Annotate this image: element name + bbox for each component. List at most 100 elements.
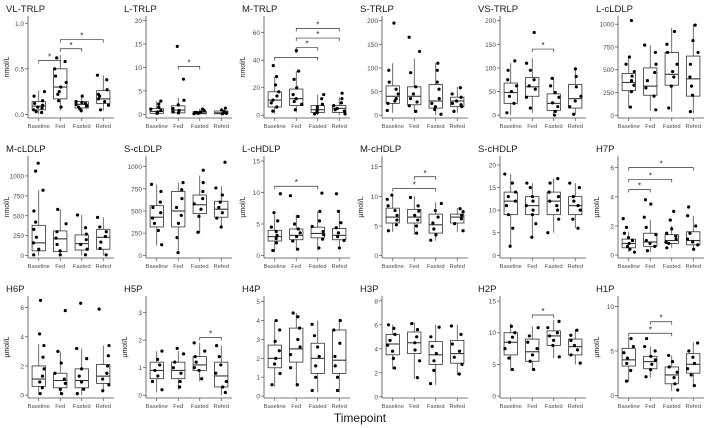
data-point	[149, 107, 153, 111]
box	[171, 191, 186, 228]
data-point	[274, 236, 278, 241]
data-point	[667, 106, 671, 110]
data-point	[672, 75, 676, 79]
y-tick-label: 50	[371, 89, 379, 96]
data-point	[339, 101, 344, 105]
panel-h7p: H7P 0 2 4 6 µmol/L Baseline Fed Fasted Refed * * *	[594, 144, 704, 270]
data-point	[511, 226, 515, 230]
data-point	[224, 111, 228, 115]
box	[289, 327, 304, 363]
data-point	[387, 80, 391, 84]
data-point	[53, 74, 58, 78]
data-point	[75, 346, 79, 351]
data-point	[415, 376, 419, 380]
data-point	[685, 237, 690, 241]
data-point	[407, 104, 411, 108]
data-point	[532, 367, 536, 372]
y-tick-label: 10	[489, 208, 497, 215]
data-point	[431, 221, 435, 225]
data-point	[428, 382, 433, 386]
data-point	[337, 246, 342, 250]
data-point	[36, 105, 40, 109]
data-point	[42, 89, 47, 94]
box	[149, 205, 164, 228]
data-point	[528, 185, 532, 190]
y-tick-label: 15	[489, 185, 497, 192]
y-tick-label: 500	[13, 213, 24, 220]
data-point	[551, 343, 555, 348]
data-point	[62, 377, 66, 381]
significance-bracket	[531, 314, 555, 319]
data-point	[296, 227, 300, 231]
box	[289, 228, 304, 241]
data-point	[388, 338, 392, 342]
y-tick-label: 10	[489, 330, 497, 337]
y-tick-label: 4	[610, 194, 614, 201]
data-point	[334, 192, 339, 196]
data-point	[192, 202, 196, 206]
data-point	[548, 199, 552, 203]
data-point	[527, 334, 531, 338]
box	[332, 228, 347, 241]
y-tick-label: 200	[485, 18, 496, 25]
y-tick-label: 100	[367, 65, 378, 72]
data-point	[391, 356, 396, 360]
y-tick-label: 1000	[10, 173, 25, 180]
data-point	[76, 105, 81, 109]
data-point	[313, 112, 317, 116]
data-point	[454, 99, 459, 103]
data-point	[338, 318, 342, 323]
data-point	[275, 94, 279, 98]
data-point	[458, 207, 462, 211]
panel-title: H2P	[478, 284, 496, 295]
data-point	[159, 108, 163, 113]
y-tick-label: 15	[489, 299, 497, 306]
data-point	[506, 213, 511, 217]
box	[503, 332, 518, 356]
data-point	[83, 101, 88, 106]
x-tick-label: Fasted	[545, 264, 563, 270]
box	[53, 230, 68, 253]
y-tick-label: 150	[485, 42, 496, 49]
y-tick-label: 5	[610, 348, 614, 355]
data-point	[528, 106, 532, 110]
data-point	[320, 97, 324, 101]
data-point	[157, 105, 161, 109]
y-tick-label: 4	[20, 334, 24, 341]
data-point	[292, 99, 296, 104]
y-tick-label: 15	[371, 164, 379, 171]
box	[96, 364, 111, 384]
data-point	[644, 225, 648, 229]
data-point	[75, 213, 80, 217]
data-point	[53, 371, 57, 375]
data-point	[557, 217, 561, 221]
data-point	[98, 246, 102, 251]
data-point	[513, 190, 518, 194]
data-point	[171, 366, 175, 370]
data-point	[668, 218, 672, 222]
data-point	[577, 185, 581, 190]
data-point	[33, 101, 37, 106]
x-tick-label: Refed	[450, 124, 465, 130]
x-tick-label: Baseline	[618, 404, 640, 410]
data-point	[176, 221, 181, 226]
panel-m-chdlp: M-cHDLP 0 5 10 15 µmol/L Baseline Fed Fasted Refe…	[358, 144, 468, 270]
x-tick-label: Fed	[527, 124, 537, 130]
data-point	[505, 111, 509, 115]
data-point	[555, 204, 559, 208]
data-point	[40, 374, 45, 378]
significance-star: *	[649, 171, 652, 180]
data-point	[435, 80, 439, 84]
box	[74, 368, 89, 389]
data-point	[578, 361, 582, 365]
data-point	[38, 380, 42, 384]
data-point	[653, 358, 657, 362]
y-tick-label: 1	[138, 365, 142, 372]
data-point	[321, 229, 325, 234]
data-point	[215, 216, 219, 220]
y-tick-label: 10	[135, 65, 143, 72]
data-point	[386, 101, 390, 105]
panel-h2p: H2P 0 5 10 15 Baseline Fed Fasted Refed *	[478, 284, 586, 410]
data-point	[34, 220, 38, 224]
data-point	[414, 85, 418, 89]
